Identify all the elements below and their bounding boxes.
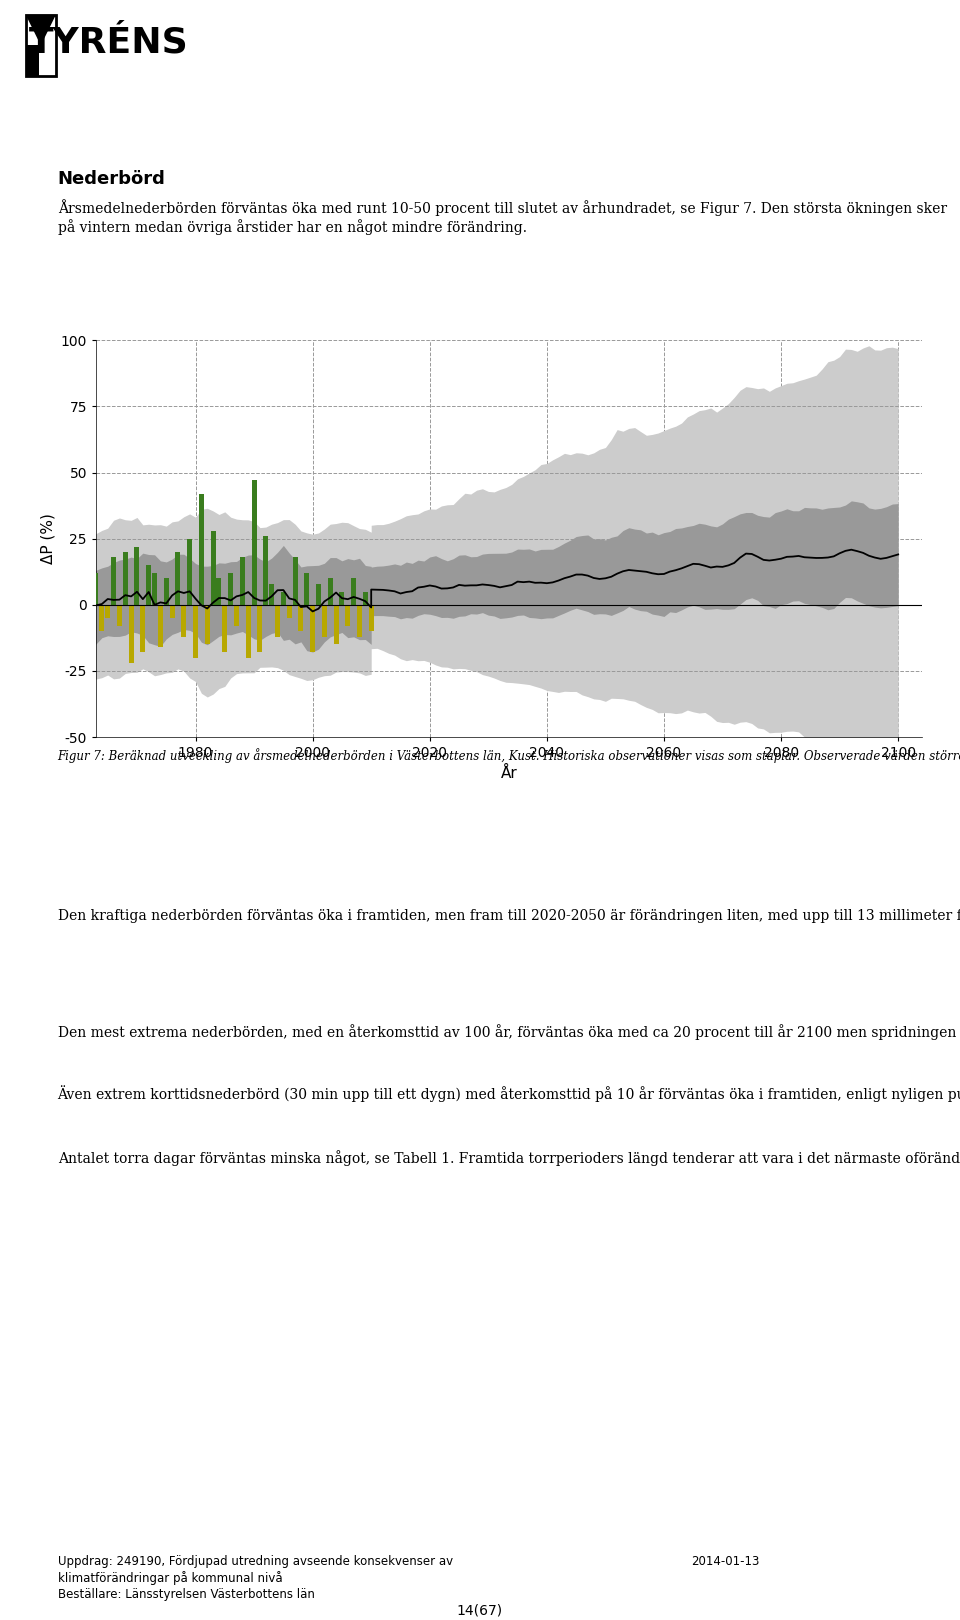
Bar — [134, 546, 139, 604]
Bar — [357, 604, 362, 637]
Bar — [164, 578, 169, 604]
Text: 2014-01-13: 2014-01-13 — [691, 1555, 759, 1568]
Bar — [363, 591, 368, 604]
Bar — [304, 573, 309, 604]
Bar — [333, 604, 339, 645]
Bar — [346, 604, 350, 625]
Bar — [129, 604, 133, 663]
Bar — [223, 604, 228, 653]
Bar — [228, 573, 233, 604]
Bar — [263, 536, 268, 604]
Bar — [87, 604, 92, 653]
Text: Antalet torra dagar förväntas minska något, se Tabell 1. Framtida torrperioders : Antalet torra dagar förväntas minska någ… — [58, 1150, 960, 1166]
Text: Den kraftiga nederbörden förväntas öka i framtiden, men fram till 2020-2050 är f: Den kraftiga nederbörden förväntas öka i… — [58, 907, 960, 923]
Bar — [316, 583, 321, 604]
Bar — [106, 604, 110, 617]
Bar — [369, 604, 373, 632]
Bar — [181, 604, 186, 637]
Bar — [26, 45, 39, 76]
Bar — [199, 494, 204, 604]
Bar — [327, 578, 333, 604]
Bar — [146, 565, 151, 604]
Bar — [293, 557, 298, 604]
Bar — [234, 604, 239, 625]
Text: Figur 7: Beräknad utveckling av årsmedelnederbörden i Västerbottens län, Kust. H: Figur 7: Beräknad utveckling av årsmedel… — [58, 748, 960, 763]
Bar — [204, 604, 209, 645]
Text: TYRÉNS: TYRÉNS — [29, 26, 188, 58]
Text: Beställare: Länsstyrelsen Västerbottens län: Beställare: Länsstyrelsen Västerbottens … — [58, 1588, 315, 1601]
Text: 14(67): 14(67) — [457, 1604, 503, 1618]
Bar — [82, 583, 86, 604]
Bar — [240, 557, 245, 604]
Bar — [117, 604, 122, 625]
Bar — [257, 604, 262, 653]
Bar — [210, 531, 216, 604]
Bar — [322, 604, 326, 637]
Bar — [158, 604, 163, 646]
Bar — [176, 552, 180, 604]
Text: Nederbörd: Nederbörd — [58, 170, 165, 188]
Bar — [170, 604, 175, 617]
Bar — [246, 604, 251, 658]
Bar — [269, 583, 275, 604]
Bar — [93, 573, 99, 604]
Bar — [123, 552, 128, 604]
Bar — [340, 591, 345, 604]
Bar — [111, 557, 116, 604]
Bar — [275, 604, 280, 637]
Bar — [100, 604, 105, 632]
Bar — [187, 538, 192, 604]
X-axis label: År: År — [500, 766, 517, 781]
Y-axis label: ΔP (%): ΔP (%) — [40, 514, 55, 564]
Bar — [140, 604, 145, 653]
Bar — [152, 573, 157, 604]
Text: Den mest extrema nederbörden, med en återkomsttid av 100 år, förväntas öka med c: Den mest extrema nederbörden, med en åte… — [58, 1024, 960, 1040]
Text: klimatförändringar på kommunal nivå: klimatförändringar på kommunal nivå — [58, 1571, 282, 1586]
Polygon shape — [26, 15, 56, 45]
Text: Även extrem korttidsnederbörd (30 min upp till ett dygn) med återkomsttid på 10 : Även extrem korttidsnederbörd (30 min up… — [58, 1085, 960, 1102]
Bar — [351, 578, 356, 604]
Text: Uppdrag: 249190, Fördjupad utredning avseende konsekvenser av: Uppdrag: 249190, Fördjupad utredning avs… — [58, 1555, 453, 1568]
Bar — [287, 604, 292, 617]
Bar — [216, 578, 222, 604]
Text: Årsmedelnederbörden förväntas öka med runt 10-50 procent till slutet av århundra: Årsmedelnederbörden förväntas öka med ru… — [58, 199, 947, 235]
Bar — [310, 604, 315, 653]
Bar — [299, 604, 303, 632]
Bar — [281, 591, 286, 604]
Bar — [252, 481, 256, 604]
Bar — [193, 604, 198, 658]
